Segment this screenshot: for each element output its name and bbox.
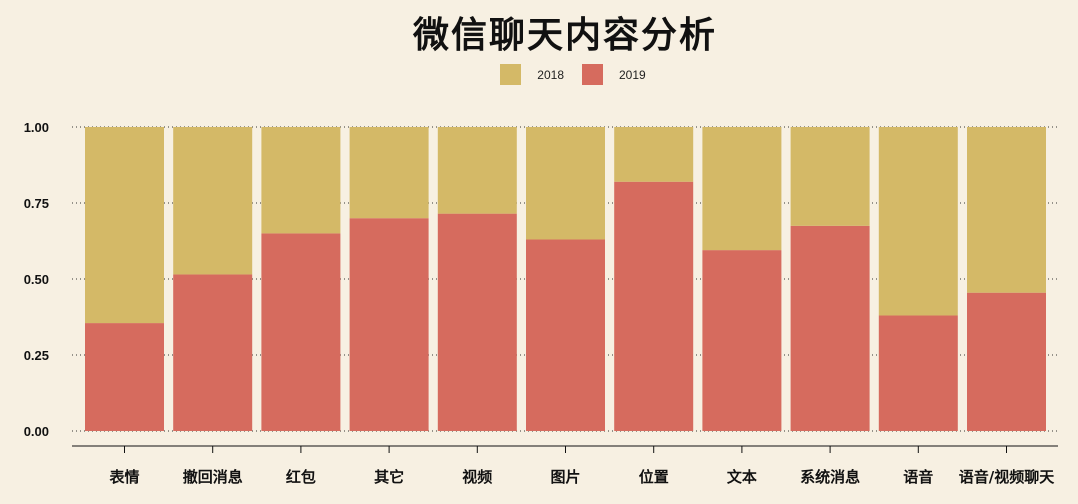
- x-tick-label: 文本: [727, 468, 757, 486]
- bar-2018: [790, 127, 870, 226]
- bar-2019: [437, 213, 517, 431]
- x-tick-label: 撤回消息: [183, 468, 243, 486]
- chart-title: 微信聊天内容分析: [412, 14, 717, 56]
- x-tick-label: 表情: [109, 468, 139, 486]
- bar-2019: [790, 225, 870, 431]
- x-tick-label: 图片: [550, 468, 580, 486]
- bar-2018: [878, 127, 958, 316]
- y-tick-label: 0.00: [24, 424, 49, 439]
- bar-2018: [261, 127, 341, 234]
- x-tick-label: 红包: [286, 468, 316, 486]
- legend-label-2018: 2018: [537, 67, 564, 82]
- legend-item-2018: 2018: [500, 64, 564, 85]
- bar-2019: [85, 323, 164, 431]
- bar-2018: [967, 127, 1046, 293]
- bar-2019: [614, 181, 694, 431]
- bar-2019: [878, 315, 958, 431]
- bar-2019: [526, 239, 605, 431]
- legend: 2018 2019: [0, 64, 1078, 85]
- legend-swatch-2019: [582, 64, 603, 85]
- bar-2018: [437, 127, 517, 214]
- y-tick-label: 0.25: [24, 348, 49, 363]
- legend-label-2019: 2019: [619, 67, 646, 82]
- bar-2018: [702, 127, 782, 251]
- y-tick-label: 0.75: [24, 196, 49, 211]
- x-tick-label: 语音/视频聊天: [959, 468, 1055, 486]
- bar-2019: [173, 274, 253, 431]
- bar-2018: [173, 127, 253, 275]
- bar-2019: [261, 233, 341, 431]
- bar-2019: [702, 250, 782, 431]
- x-tick-label: 视频: [462, 468, 492, 486]
- bar-2018: [349, 127, 429, 219]
- x-tick-label: 系统消息: [800, 468, 860, 486]
- bar-2018: [526, 127, 605, 240]
- legend-item-2019: 2019: [582, 64, 646, 85]
- bar-2019: [349, 218, 429, 431]
- bar-2018: [614, 127, 694, 182]
- y-tick-label: 0.50: [24, 272, 49, 287]
- legend-swatch-2018: [500, 64, 522, 85]
- x-tick-label: 位置: [639, 468, 669, 486]
- bar-2019: [967, 292, 1046, 431]
- bar-2018: [85, 127, 164, 324]
- y-tick-label: 1.00: [24, 120, 49, 135]
- x-tick-label: 语音: [903, 468, 933, 486]
- x-tick-label: 其它: [374, 468, 404, 486]
